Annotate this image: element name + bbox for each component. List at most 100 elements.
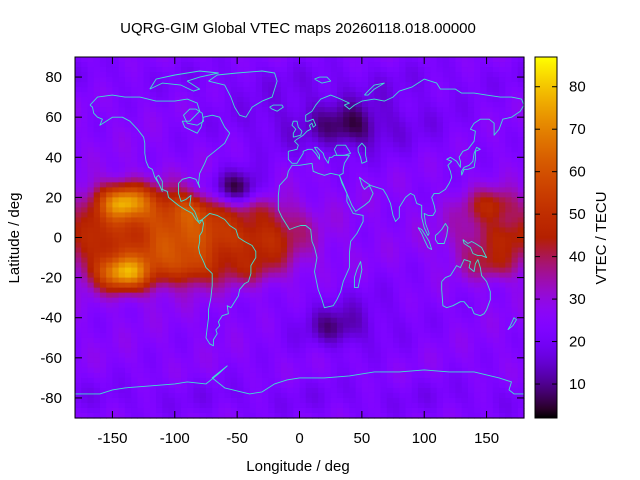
heatmap-cell xyxy=(299,107,307,113)
heatmap-cell xyxy=(355,237,363,244)
heatmap-cell xyxy=(442,187,450,193)
heatmap-cell xyxy=(156,327,163,334)
heatmap-cell xyxy=(318,347,326,354)
heatmap-cell xyxy=(75,222,82,229)
heatmap-cell xyxy=(187,287,195,294)
heatmap-cell xyxy=(193,252,201,259)
heatmap-cell xyxy=(81,327,89,334)
heatmap-cell xyxy=(436,387,444,394)
heatmap-cell xyxy=(112,127,120,133)
heatmap-cell xyxy=(137,357,145,364)
heatmap-cell xyxy=(262,67,269,73)
heatmap-cell xyxy=(106,62,114,68)
heatmap-cell xyxy=(424,97,432,103)
heatmap-cell xyxy=(199,137,207,143)
heatmap-cell xyxy=(149,372,157,379)
heatmap-cell xyxy=(330,347,338,354)
heatmap-cell xyxy=(486,332,494,339)
heatmap-cell xyxy=(243,142,251,148)
heatmap-cell xyxy=(156,172,163,178)
heatmap-cell xyxy=(87,317,95,324)
heatmap-cell xyxy=(505,182,513,188)
heatmap-cell xyxy=(393,297,400,304)
heatmap-cell xyxy=(299,67,307,73)
heatmap-cell xyxy=(430,112,438,118)
heatmap-cell xyxy=(262,297,269,304)
heatmap-cell xyxy=(75,202,82,209)
heatmap-cell xyxy=(174,132,182,138)
heatmap-cell xyxy=(149,102,157,108)
heatmap-cell xyxy=(143,222,151,229)
heatmap-cell xyxy=(405,362,413,369)
heatmap-cell xyxy=(224,352,232,359)
heatmap-cell xyxy=(93,372,101,379)
heatmap-cell xyxy=(336,92,344,98)
heatmap-cell xyxy=(430,267,438,274)
heatmap-cell xyxy=(149,87,157,93)
heatmap-cell xyxy=(349,172,357,178)
heatmap-cell xyxy=(149,242,157,249)
heatmap-cell xyxy=(75,237,82,244)
heatmap-cell xyxy=(149,297,157,304)
heatmap-cell xyxy=(511,242,519,249)
heatmap-cell xyxy=(343,392,350,399)
heatmap-cell xyxy=(305,162,313,168)
heatmap-cell xyxy=(212,102,220,108)
heatmap-cell xyxy=(131,142,138,148)
heatmap-cell xyxy=(374,107,382,113)
heatmap-cell xyxy=(118,392,126,399)
heatmap-cell xyxy=(492,262,500,269)
heatmap-cell xyxy=(106,227,114,234)
heatmap-cell xyxy=(343,57,350,63)
heatmap-cell xyxy=(330,147,338,153)
heatmap-cell xyxy=(230,192,238,198)
heatmap-cell xyxy=(143,292,151,299)
heatmap-cell xyxy=(230,207,238,214)
heatmap-cell xyxy=(187,232,195,239)
heatmap-cell xyxy=(218,77,226,83)
heatmap-cell xyxy=(411,372,419,379)
heatmap-cell xyxy=(430,117,438,123)
heatmap-cell xyxy=(181,272,188,279)
heatmap-cell xyxy=(199,87,207,93)
heatmap-cell xyxy=(474,127,481,133)
heatmap-cell xyxy=(380,377,388,384)
heatmap-cell xyxy=(124,102,132,108)
heatmap-cell xyxy=(411,187,419,193)
heatmap-cell xyxy=(324,137,332,143)
heatmap-cell xyxy=(249,362,257,369)
heatmap-cell xyxy=(287,57,294,63)
heatmap-cell xyxy=(374,237,382,244)
heatmap-cell xyxy=(274,227,282,234)
heatmap-cell xyxy=(374,92,382,98)
heatmap-cell xyxy=(274,232,282,239)
heatmap-cell xyxy=(486,397,494,404)
heatmap-cell xyxy=(430,72,438,78)
heatmap-cell xyxy=(237,77,244,83)
heatmap-cell xyxy=(199,152,207,158)
heatmap-cell xyxy=(87,297,95,304)
heatmap-cell xyxy=(205,227,213,234)
heatmap-cell xyxy=(137,107,145,113)
heatmap-cell xyxy=(393,102,400,108)
heatmap-cell xyxy=(93,207,101,214)
heatmap-cell xyxy=(268,132,276,138)
heatmap-cell xyxy=(380,287,388,294)
heatmap-cell xyxy=(93,287,101,294)
heatmap-cell xyxy=(118,202,126,209)
heatmap-cell xyxy=(318,332,326,339)
heatmap-cell xyxy=(417,57,425,63)
heatmap-cell xyxy=(181,222,188,229)
heatmap-cell xyxy=(474,172,481,178)
heatmap-cell xyxy=(274,252,282,259)
heatmap-cell xyxy=(368,317,375,324)
heatmap-cell xyxy=(218,182,226,188)
heatmap-cell xyxy=(511,167,519,173)
heatmap-cell xyxy=(467,267,475,274)
heatmap-cell xyxy=(118,107,126,113)
heatmap-cell xyxy=(193,97,201,103)
heatmap-cell xyxy=(99,332,107,339)
heatmap-cell xyxy=(399,307,407,314)
heatmap-cell xyxy=(486,167,494,173)
heatmap-cell xyxy=(99,107,107,113)
